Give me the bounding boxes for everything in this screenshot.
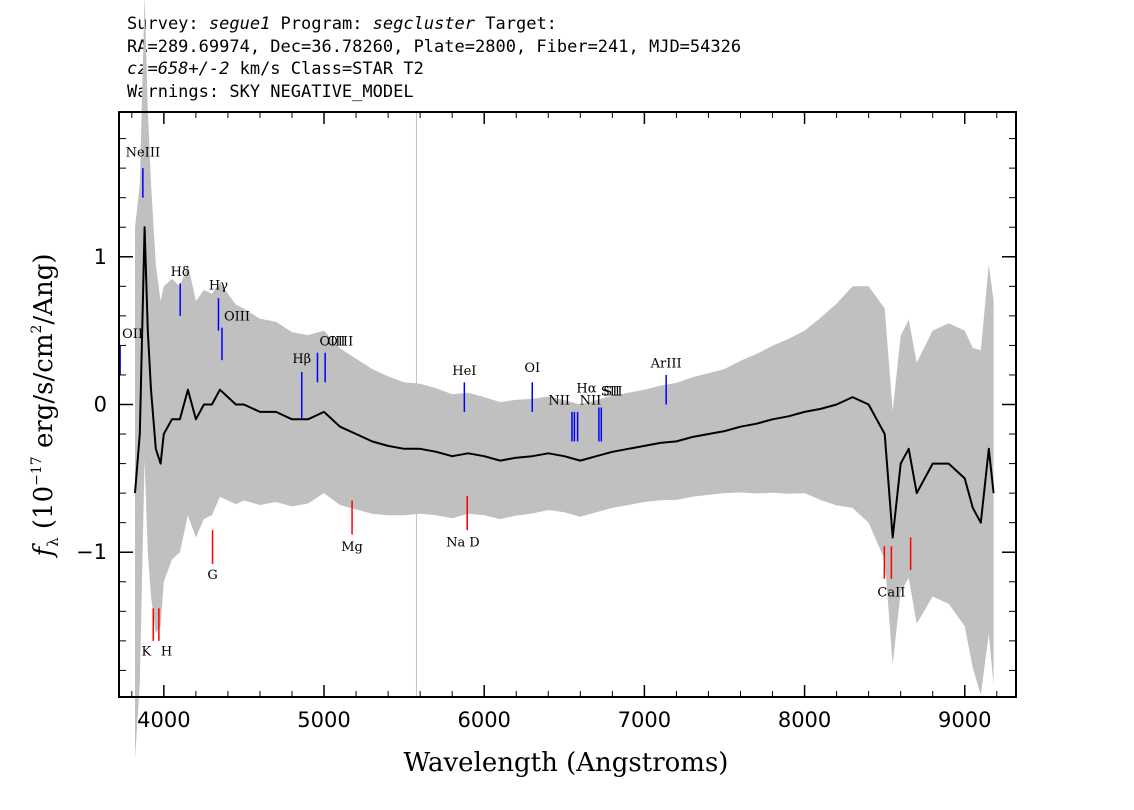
line-label-k: K xyxy=(142,645,152,660)
target-label: Target: xyxy=(475,14,557,34)
line-label-oiii: OIII xyxy=(224,309,250,324)
line-label-d: D xyxy=(469,535,479,550)
spectrum-header: Survey: segue1 Program: segcluster Targe… xyxy=(127,13,741,103)
x-tick-label: 5000 xyxy=(297,708,350,732)
line-label-oii: OII xyxy=(122,327,143,342)
line-label-oiii: OIII xyxy=(327,334,353,349)
program-label: Program: xyxy=(270,14,373,34)
y-axis-title: fλ (10−17 erg/s/cm2/Ang) xyxy=(29,254,62,559)
y-tick-label: 0 xyxy=(94,393,107,417)
line-label-hβ: Hβ xyxy=(292,352,311,367)
line-label-hδ: Hδ xyxy=(171,265,190,280)
y-tick-label: −1 xyxy=(76,540,107,564)
line-label-mg: Mg xyxy=(341,540,363,555)
line-label-hα: Hα xyxy=(576,382,596,397)
line-label-caii: CaII xyxy=(877,586,905,601)
y-tick-label: 1 xyxy=(94,245,107,269)
line-label-sii: SII xyxy=(603,385,622,400)
line-label-ariii: ArIII xyxy=(650,357,682,372)
line-label-h: H xyxy=(161,645,172,660)
x-tick-label: 8000 xyxy=(778,708,831,732)
line-label-na: Na xyxy=(446,535,465,550)
redshift-value: cz=658+/-2 xyxy=(127,59,230,79)
axes-layer: 4000 5000 6000 7000 8000 9000 −1 0 1 xyxy=(76,111,1017,732)
error-band xyxy=(135,0,994,759)
header-line-redshift: cz=658+/-2 km/s Class=STAR T2 xyxy=(127,58,741,81)
series-layer xyxy=(134,0,995,759)
line-label-neiii: NeIII xyxy=(126,145,160,160)
line-label-nii: NII xyxy=(580,394,602,409)
header-line-warnings: Warnings: SKY NEGATIVE_MODEL xyxy=(127,81,414,102)
survey-value: segue1 xyxy=(208,14,271,34)
header-line-coordinates: RA=289.69974, Dec=36.78260, Plate=2800, … xyxy=(127,36,742,57)
flux-line xyxy=(134,226,995,539)
line-label-hei: HeI xyxy=(452,364,476,379)
x-tick-label: 4000 xyxy=(137,708,190,732)
line-label-g: G xyxy=(207,568,217,583)
line-label-hγ: Hγ xyxy=(209,278,228,293)
x-tick-label: 9000 xyxy=(938,708,991,732)
line-label-oiii: OIII xyxy=(319,334,345,349)
program-value: segcluster xyxy=(372,14,476,34)
x-axis-title: Wavelength (Angstroms) xyxy=(404,748,729,778)
x-tick-label: 6000 xyxy=(457,708,510,732)
class-value: km/s Class=STAR T2 xyxy=(229,59,424,79)
x-tick-label: 7000 xyxy=(618,708,671,732)
line-label-sii: SII xyxy=(601,385,620,400)
line-label-oi: OI xyxy=(524,361,540,376)
line-label-nii: NII xyxy=(548,394,570,409)
